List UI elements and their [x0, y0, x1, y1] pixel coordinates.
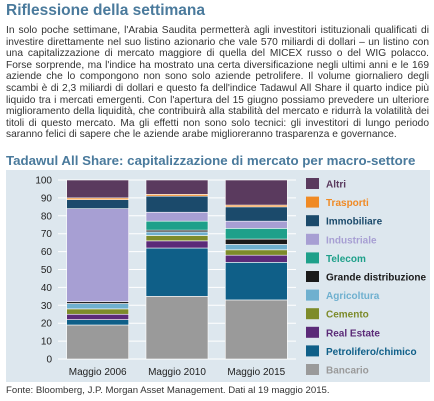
legend-label: Cemento — [326, 310, 369, 321]
legend-label: Industriale — [326, 235, 377, 246]
legend-swatch — [306, 271, 319, 282]
bar-segment-real-estate-2 — [225, 254, 288, 263]
y-tick-label: 30 — [41, 301, 53, 312]
legend-swatch — [306, 178, 319, 189]
bar-segment-immobiliare-0 — [66, 199, 129, 209]
bar-segment-real-estate-0 — [66, 313, 129, 320]
x-category-label: Maggio 2015 — [227, 367, 285, 378]
bar-segment-industriale-0 — [66, 208, 129, 303]
bar-segment-agricoltura-1 — [145, 231, 209, 236]
chart-panel: 0 10 20 30 40 50 60 70 80 90 100 Maggio 2006 Maggio … — [6, 170, 430, 382]
bar-segment-altri-2 — [225, 179, 288, 206]
legend-swatch — [306, 326, 319, 338]
bar-segment-bancario-1 — [145, 296, 209, 360]
bar-segment-immobiliare-2 — [225, 206, 288, 222]
legend-swatch — [306, 364, 319, 375]
legend-label: Altri — [326, 180, 346, 191]
bar-segment-grande-distribuzione-2 — [225, 238, 288, 245]
bar-segment-bancario-2 — [225, 299, 288, 360]
legend-swatch — [306, 345, 319, 357]
y-tick-label: 90 — [41, 193, 53, 204]
y-tick-label: 0 — [46, 355, 52, 366]
legend-label: Trasporti — [326, 198, 369, 209]
legend-swatch — [306, 252, 319, 264]
stacked-bar-chart: 0 10 20 30 40 50 60 70 80 90 100 Maggio 2006 Maggio … — [35, 176, 426, 379]
bar-segment-immobiliare-1 — [145, 195, 209, 213]
legend-label: Bancario — [326, 366, 369, 377]
bar-segment-agricoltura-0 — [66, 303, 129, 310]
legend-label: Petrolifero/chimico — [326, 347, 417, 358]
legend-label: Telecom — [326, 254, 366, 265]
bar-segment-cemento-1 — [145, 235, 209, 242]
source-note: Fonte: Bloomberg, J.P. Morgan Asset Mana… — [6, 385, 330, 396]
bar-segment-altri-0 — [66, 179, 129, 199]
legend-swatch — [306, 289, 319, 301]
bar-segment-real-estate-1 — [145, 240, 209, 249]
y-tick-label: 50 — [41, 265, 53, 276]
legend-swatch — [306, 233, 319, 245]
x-category-label: Maggio 2006 — [69, 367, 127, 378]
bar-segment-cemento-2 — [225, 249, 288, 256]
y-tick-label: 70 — [41, 229, 53, 240]
bar-segment-industriale-1 — [145, 211, 209, 222]
y-tick-label: 100 — [35, 176, 52, 187]
x-category-label: Maggio 2010 — [148, 367, 206, 378]
y-tick-label: 40 — [41, 283, 53, 294]
bar-segment-altri-1 — [145, 179, 209, 195]
legend-swatch — [306, 308, 319, 320]
bar-segment-telecom-1 — [145, 220, 209, 231]
chart-title: Tadawul All Share: capitalizzazione di m… — [6, 153, 416, 168]
article-body: In solo poche settimane, l'Arabia Saudit… — [6, 25, 429, 141]
bar-segment-telecom-2 — [225, 228, 288, 240]
y-tick-label: 20 — [41, 319, 53, 330]
bar-segment-agricoltura-2 — [225, 244, 288, 251]
bar-segment-bancario-0 — [66, 324, 129, 360]
y-tick-label: 10 — [41, 337, 53, 348]
legend-label: Immobiliare — [326, 217, 383, 228]
bar-segment-cemento-0 — [66, 308, 129, 315]
bar-segment-petrolifero-chimico-2 — [225, 262, 288, 301]
bar-segment-petrolifero-chimico-0 — [66, 319, 129, 326]
legend-label: Agricoltura — [326, 291, 380, 302]
bar-segment-petrolifero-chimico-1 — [145, 247, 209, 297]
article-title: Riflessione della settimana — [6, 2, 205, 19]
legend-label: Real Estate — [326, 328, 380, 339]
y-tick-label: 60 — [41, 247, 53, 258]
legend-swatch — [306, 196, 319, 208]
y-tick-label: 80 — [41, 211, 53, 222]
legend-swatch — [306, 215, 319, 227]
bar-segment-industriale-2 — [225, 220, 288, 229]
legend-label: Grande distribuzione — [326, 273, 426, 284]
